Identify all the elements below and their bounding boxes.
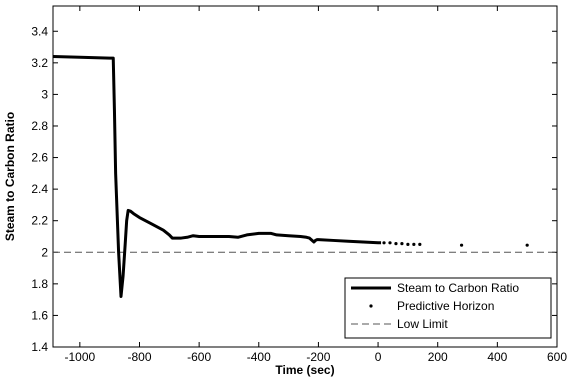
y-tick-label: 2.6: [31, 151, 48, 165]
predictive-horizon-point: [388, 241, 392, 245]
y-tick-label: 2.4: [31, 182, 48, 196]
y-tick-label: 1.6: [31, 308, 48, 322]
predictive-horizon-point: [394, 241, 398, 246]
predictive-horizon-point: [418, 242, 422, 246]
x-tick-label: 400: [487, 350, 507, 364]
x-tick-label: -800: [127, 350, 151, 364]
predictive-horizon-point: [382, 241, 386, 245]
series-layer: [52, 55, 557, 298]
predictive-horizon-point: [400, 241, 404, 246]
x-tick-label: -200: [306, 350, 330, 364]
series-line-steam-to-carbon-ratio: [52, 55, 382, 298]
x-tick-label: -600: [187, 350, 211, 364]
plot-area-frame: [52, 5, 558, 348]
predictive-horizon-point: [459, 243, 464, 247]
predictive-horizon-point: [406, 242, 410, 246]
x-tick-label: -1000: [64, 350, 95, 364]
x-tick-label: -400: [247, 350, 271, 364]
axis-ticks: -1000 -800 -600 -400 -200 0 200 400 600 1.4 1.6 1.8…: [31, 6, 567, 364]
y-tick-label: 2.8: [31, 119, 48, 133]
y-tick-label: 2.2: [31, 214, 48, 228]
legend-label-low-limit: Low Limit: [397, 317, 448, 331]
x-tick-label: 200: [428, 350, 448, 364]
y-tick-label: 3.4: [31, 24, 48, 38]
y-axis-label: Steam to Carbon Ratio: [3, 112, 17, 241]
predictive-horizon-point: [525, 243, 529, 247]
legend: Steam to Carbon Ratio Predictive Horizon…: [344, 277, 552, 339]
y-tick-label: 3: [41, 87, 48, 101]
y-tick-label: 3.2: [31, 56, 48, 70]
x-axis-label: Time (sec): [275, 363, 334, 377]
y-tick-label: 1.8: [31, 277, 48, 291]
y-tick-label: 1.4: [31, 340, 48, 354]
legend-swatch-predictive-horizon: [369, 304, 373, 308]
y-tick-label: 2: [41, 245, 48, 259]
legend-label-steam-to-carbon-ratio: Steam to Carbon Ratio: [397, 281, 519, 295]
legend-label-predictive-horizon: Predictive Horizon: [397, 299, 494, 313]
x-tick-label: 0: [375, 350, 382, 364]
predictive-horizon-point: [412, 242, 416, 246]
x-tick-label: 600: [547, 350, 567, 364]
